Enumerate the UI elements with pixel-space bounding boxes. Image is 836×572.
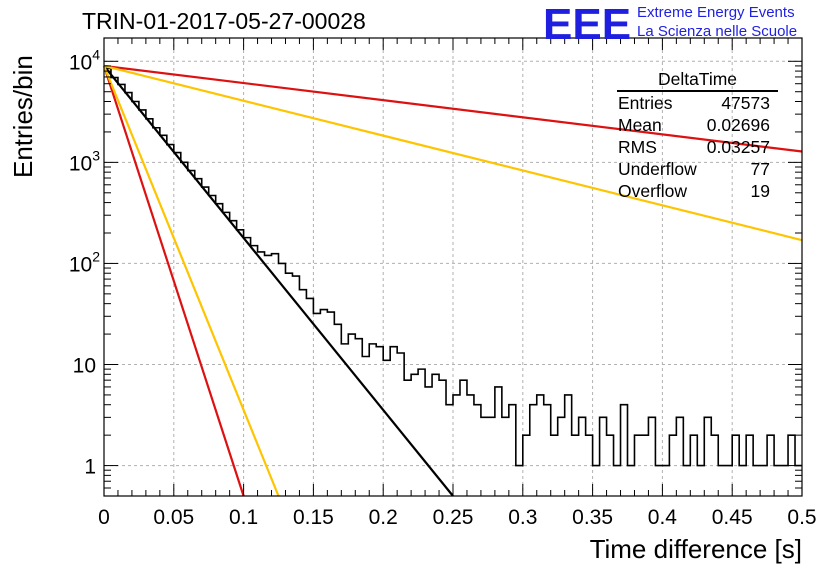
- fit-line-1: [102, 65, 245, 497]
- stat-label: Entries: [618, 93, 673, 113]
- x-tick-label: 0: [98, 506, 110, 529]
- fit-line-2: [102, 65, 280, 497]
- x-tick-label: 0.2: [369, 506, 398, 529]
- logo-subtitle-2: La Scienza nelle Scuole: [637, 23, 798, 40]
- stats-title: DeltaTime: [617, 68, 778, 92]
- eee-logo: EEE: [543, 0, 632, 49]
- x-tick-label: 0.3: [508, 506, 537, 529]
- y-tick-label: 104: [69, 46, 100, 74]
- stat-label: Mean: [618, 115, 662, 135]
- fit-line-3: [103, 64, 803, 153]
- y-tick-label: 102: [69, 248, 100, 276]
- x-tick-label: 0.5: [787, 506, 816, 529]
- x-tick-label: 0.4: [648, 506, 678, 529]
- stat-label: Underflow: [618, 159, 697, 179]
- x-tick-label: 0.25: [433, 506, 474, 529]
- stat-label: RMS: [618, 137, 657, 157]
- y-tick-label: 10: [73, 355, 96, 378]
- fit-line-4: [103, 64, 803, 242]
- stat-row-underflow: Underflow 77: [612, 158, 778, 180]
- x-tick-label: 0.15: [293, 506, 334, 529]
- x-tick-label: 0.1: [229, 506, 258, 529]
- stats-box: DeltaTime Entries 47573 Mean 0.02696 RMS…: [612, 68, 778, 202]
- y-axis-label: Entries/bin: [8, 55, 38, 178]
- stat-row-rms: RMS 0.03257: [612, 136, 778, 158]
- stat-row-mean: Mean 0.02696: [612, 114, 778, 136]
- stat-value: 0.02696: [706, 115, 770, 135]
- stat-value: 77: [750, 159, 770, 179]
- stat-row-overflow: Overflow 19: [612, 180, 778, 202]
- x-axis-label: Time difference [s]: [589, 534, 802, 564]
- chart-title: TRIN-01-2017-05-27-00028: [82, 8, 366, 34]
- stat-value: 19: [750, 181, 770, 201]
- logo-subtitle-1: Extreme Energy Events: [637, 4, 795, 21]
- x-tick-label: 0.35: [572, 506, 613, 529]
- x-tick-label: 0.05: [153, 506, 194, 529]
- y-tick-label: 1: [84, 456, 96, 479]
- stat-label: Overflow: [618, 181, 688, 201]
- x-tick-label: 0.45: [712, 506, 753, 529]
- y-tick-label: 103: [69, 147, 100, 175]
- stat-value: 0.03257: [706, 137, 770, 157]
- fit-line-0: [103, 65, 454, 497]
- stat-row-entries: Entries 47573: [612, 92, 778, 114]
- stat-value: 47573: [721, 93, 770, 113]
